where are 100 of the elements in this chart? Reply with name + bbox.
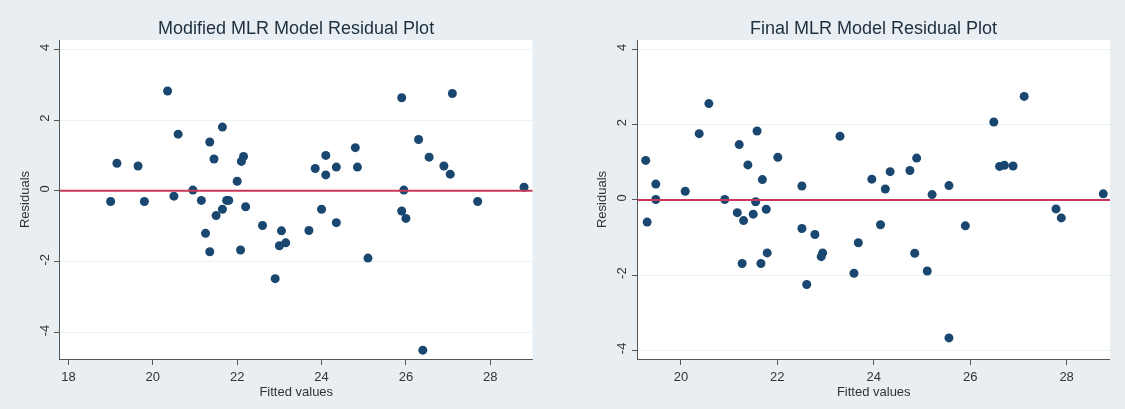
point (912, 153, 922, 163)
y-tick-label: 2 (614, 119, 630, 127)
point (797, 181, 807, 191)
point (989, 117, 999, 127)
point (694, 129, 704, 139)
point (752, 126, 762, 136)
x-tick-label: 22 (770, 368, 785, 384)
point (473, 196, 483, 206)
point (424, 152, 434, 162)
point (1008, 161, 1018, 171)
point (880, 184, 890, 194)
point (439, 161, 449, 171)
point (835, 131, 845, 141)
point (258, 221, 267, 231)
point (885, 167, 895, 177)
point (743, 160, 753, 170)
point (922, 266, 932, 276)
point (773, 152, 783, 162)
point (802, 280, 812, 290)
point (217, 122, 227, 132)
point (239, 151, 249, 161)
x-tick-label: 26 (962, 368, 978, 384)
point (276, 226, 286, 236)
point (321, 150, 331, 160)
point (363, 253, 373, 263)
point (797, 223, 807, 233)
x-tick-label: 18 (61, 368, 76, 384)
point (761, 204, 771, 214)
point (217, 204, 227, 214)
point (853, 238, 863, 248)
y-axis-title: Residuals (16, 170, 32, 229)
x-tick-label: 24 (314, 368, 329, 384)
point (205, 247, 215, 257)
chart-title: Final MLR Model Residual Plot (750, 18, 998, 38)
point (418, 345, 428, 355)
y-tick-label: 4 (36, 43, 52, 51)
point (739, 216, 749, 226)
point (397, 93, 407, 103)
x-axis-title: Fitted values (259, 383, 334, 399)
x-tick-label: 28 (1059, 368, 1074, 384)
point (352, 162, 362, 172)
point (876, 220, 885, 230)
point (281, 238, 291, 248)
point (321, 170, 331, 180)
point (762, 248, 772, 258)
point (867, 174, 877, 184)
point (927, 190, 937, 200)
point (317, 204, 327, 214)
y-tick-label: 0 (614, 194, 630, 202)
point (756, 258, 766, 268)
point (704, 99, 714, 109)
point (910, 248, 920, 258)
point (139, 196, 149, 206)
y-tick-label: -4 (614, 342, 630, 355)
point (1098, 189, 1108, 199)
point (641, 155, 651, 165)
point (944, 181, 954, 191)
point (642, 217, 652, 227)
point (447, 88, 457, 98)
chart-title: Modified MLR Model Residual Plot (158, 18, 435, 38)
point (401, 213, 411, 223)
point (163, 86, 173, 96)
point (810, 229, 820, 239)
point (205, 137, 215, 147)
y-tick-label: -2 (614, 267, 630, 279)
point (201, 228, 211, 238)
point (310, 164, 320, 174)
point (169, 191, 179, 201)
x-tick-label: 24 (866, 368, 881, 384)
point (748, 209, 758, 219)
point (331, 162, 341, 172)
x-tick-label: 22 (229, 368, 245, 384)
x-axis-title: Fitted values (836, 383, 912, 399)
point (211, 211, 221, 221)
point (414, 134, 424, 144)
point (1056, 213, 1066, 223)
point (818, 248, 828, 258)
point (680, 186, 690, 196)
y-tick-label: -4 (36, 324, 52, 337)
y-tick-label: -2 (36, 253, 52, 266)
point (905, 166, 915, 176)
point (236, 245, 246, 255)
point (112, 158, 122, 168)
point (270, 274, 280, 284)
point (960, 221, 970, 231)
x-tick-label: 20 (673, 368, 689, 384)
point (445, 169, 455, 179)
point (133, 161, 143, 171)
point (209, 154, 219, 164)
point (734, 140, 744, 150)
y-tick-label: 2 (36, 114, 52, 122)
point (732, 208, 742, 218)
x-tick-label: 28 (483, 368, 498, 384)
point (397, 206, 407, 216)
point (1051, 204, 1061, 214)
point (304, 225, 314, 235)
y-tick-label: 4 (614, 43, 630, 52)
point (350, 143, 360, 153)
x-tick-label: 20 (145, 368, 161, 384)
point (849, 268, 859, 278)
